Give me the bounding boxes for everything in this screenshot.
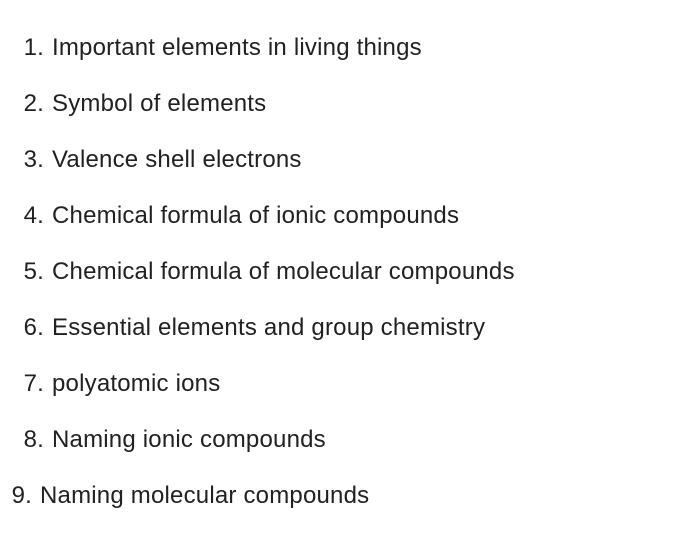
list-item: 8. Naming ionic compounds xyxy=(0,412,700,468)
item-text: Naming ionic compounds xyxy=(52,426,700,454)
item-text: Symbol of elements xyxy=(52,90,700,118)
item-text: Naming molecular compounds xyxy=(40,482,700,510)
list-item: 9. Naming molecular compounds xyxy=(0,468,700,524)
list-item: 5. Chemical formula of molecular compoun… xyxy=(0,244,700,300)
topic-list: 1. Important elements in living things 2… xyxy=(0,20,700,524)
item-text: Essential elements and group chemistry xyxy=(52,314,700,342)
list-item: 1. Important elements in living things xyxy=(0,20,700,76)
list-item: 7. polyatomic ions xyxy=(0,356,700,412)
list-item: 4. Chemical formula of ionic compounds xyxy=(0,188,700,244)
item-number: 6. xyxy=(12,314,44,342)
list-item: 2. Symbol of elements xyxy=(0,76,700,132)
item-text: Chemical formula of molecular compounds xyxy=(52,258,700,286)
item-text: Chemical formula of ionic compounds xyxy=(52,202,700,230)
item-number: 7. xyxy=(12,370,44,398)
item-number: 8. xyxy=(12,426,44,454)
item-text: Important elements in living things xyxy=(52,34,700,62)
item-number: 2. xyxy=(12,90,44,118)
list-item: 6. Essential elements and group chemistr… xyxy=(0,300,700,356)
item-number: 9. xyxy=(0,482,32,510)
list-item: 3. Valence shell electrons xyxy=(0,132,700,188)
item-number: 1. xyxy=(12,34,44,62)
item-number: 5. xyxy=(12,258,44,286)
item-number: 4. xyxy=(12,202,44,230)
item-text: polyatomic ions xyxy=(52,370,700,398)
item-number: 3. xyxy=(12,146,44,174)
item-text: Valence shell electrons xyxy=(52,146,700,174)
